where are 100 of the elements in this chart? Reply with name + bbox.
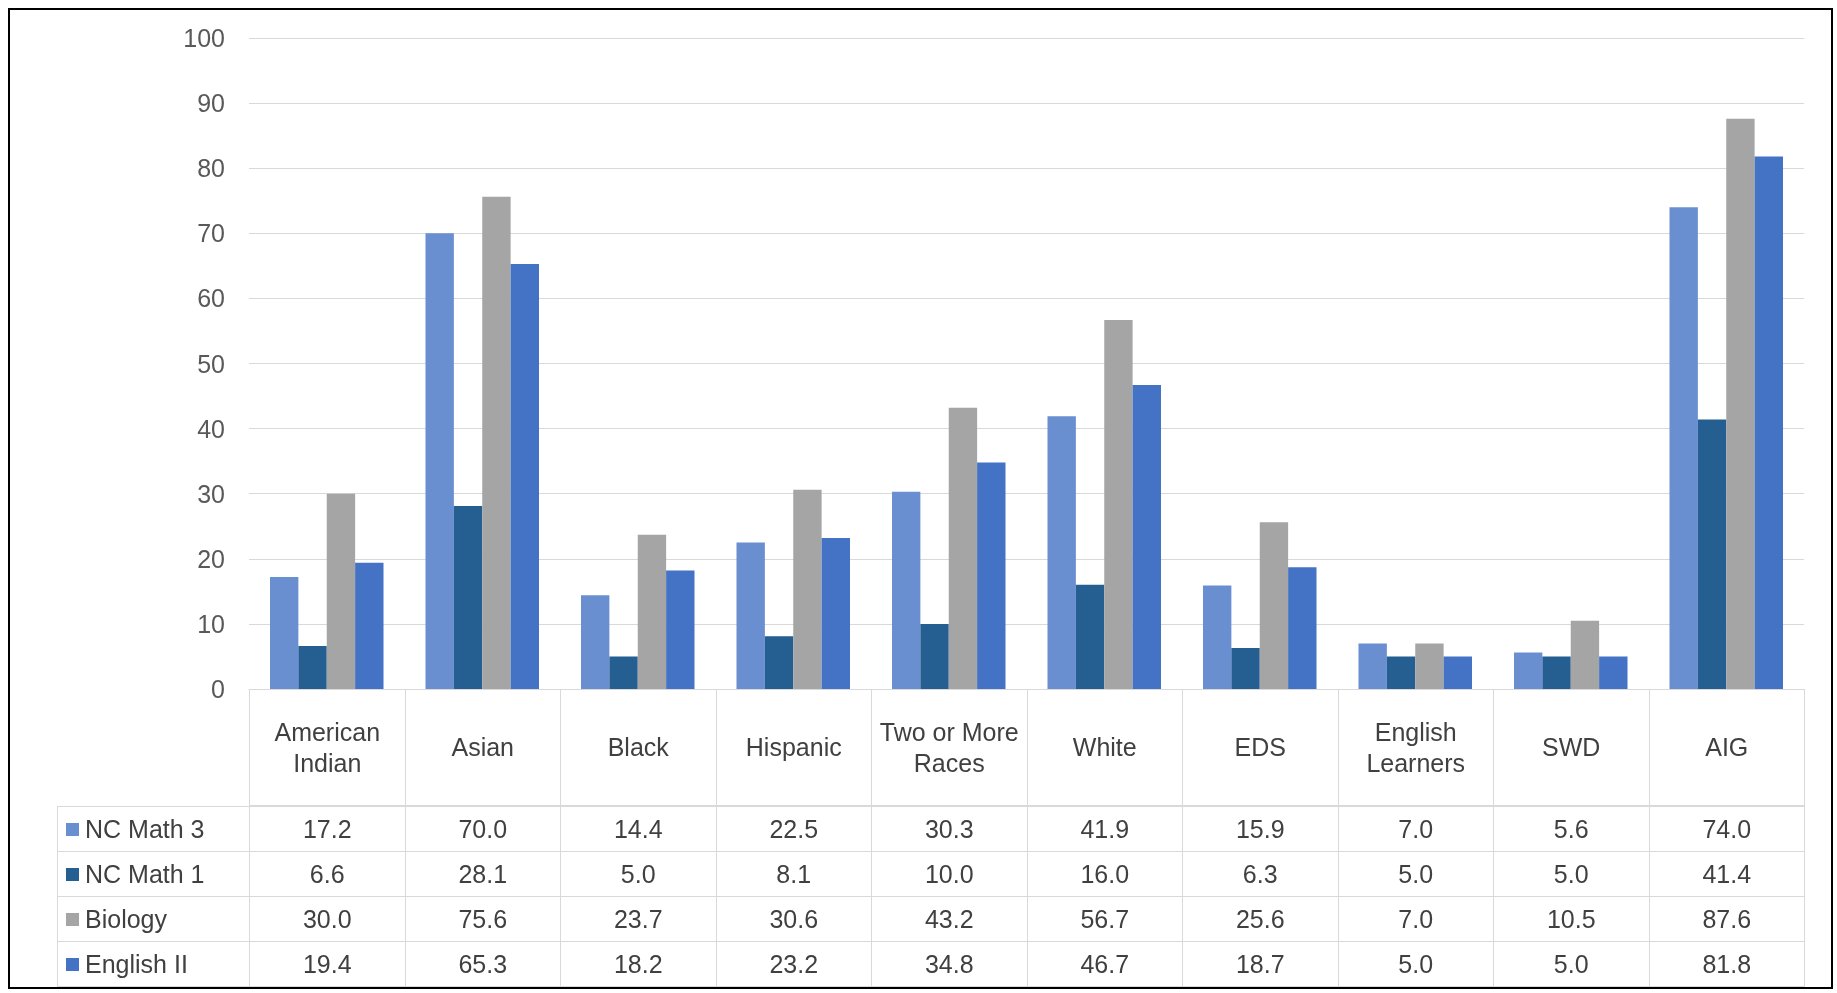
data-label: 41.9 (1026, 806, 1183, 852)
data-label: 25.6 (1182, 896, 1339, 942)
bar (977, 462, 1006, 689)
bar (920, 623, 949, 689)
bar (1697, 419, 1727, 689)
data-label: 6.3 (1182, 851, 1339, 897)
data-label: 6.6 (249, 851, 406, 897)
bar (1570, 620, 1600, 689)
bar (1386, 656, 1416, 689)
bar (637, 534, 667, 689)
bar (1259, 522, 1289, 689)
legend-label: English II (85, 948, 188, 980)
x-tick-label: EDS (1182, 689, 1339, 806)
bar (1047, 416, 1076, 689)
y-tick-label: 40 (197, 414, 225, 443)
bar (1231, 647, 1260, 689)
data-label: 46.7 (1026, 941, 1183, 987)
legend-label: NC Math 1 (85, 858, 205, 890)
data-label: 15.9 (1182, 806, 1339, 852)
data-label: 28.1 (404, 851, 561, 897)
bar (1599, 656, 1628, 689)
data-label: 7.0 (1337, 806, 1494, 852)
data-label: 22.5 (715, 806, 872, 852)
data-label: 17.2 (249, 806, 406, 852)
data-label: 19.4 (249, 941, 406, 987)
x-tick-label: American Indian (249, 689, 406, 806)
data-label: 14.4 (560, 806, 717, 852)
data-label: 5.0 (560, 851, 717, 897)
data-label: 18.2 (560, 941, 717, 987)
data-label: 30.0 (249, 896, 406, 942)
y-tick-label: 20 (197, 544, 225, 573)
y-tick-label: 100 (183, 24, 225, 52)
data-label: 23.2 (715, 941, 872, 987)
data-label: 87.6 (1648, 896, 1805, 942)
bar (1754, 156, 1784, 689)
bar (482, 196, 511, 689)
bar (425, 233, 454, 689)
x-tick-label: Hispanic (715, 689, 872, 806)
bar (1669, 207, 1698, 689)
bar (793, 489, 822, 689)
y-tick-label: 0 (211, 675, 225, 703)
x-tick-label: Black (560, 689, 717, 806)
y-tick-label: 30 (197, 479, 225, 508)
bar (1288, 567, 1317, 689)
data-label: 7.0 (1337, 896, 1494, 942)
data-label: 30.6 (715, 896, 872, 942)
bar (891, 491, 921, 689)
bar (1075, 584, 1105, 689)
bar (510, 263, 540, 689)
data-label: 70.0 (404, 806, 561, 852)
x-tick-label: Two or More Races (871, 689, 1028, 806)
bar (355, 562, 384, 689)
bar (1202, 585, 1232, 689)
x-tick-label: SWD (1493, 689, 1650, 806)
bar (609, 656, 638, 689)
bar (1542, 656, 1571, 689)
data-label: 5.0 (1337, 941, 1494, 987)
data-label: 81.8 (1648, 941, 1805, 987)
bar (1726, 118, 1755, 689)
x-tick-label: White (1026, 689, 1183, 806)
x-tick-label: English Learners (1337, 689, 1494, 806)
bar (1415, 643, 1444, 689)
bar (453, 506, 483, 689)
data-label: 23.7 (560, 896, 717, 942)
data-label: 18.7 (1182, 941, 1339, 987)
data-label: 75.6 (404, 896, 561, 942)
y-tick-label: 50 (197, 349, 225, 378)
x-tick-label: AIG (1648, 689, 1805, 806)
bar (1132, 384, 1162, 689)
data-label: 65.3 (404, 941, 561, 987)
data-label: 5.0 (1337, 851, 1494, 897)
y-tick-label: 10 (197, 609, 225, 638)
bar (666, 570, 695, 689)
bar (326, 493, 356, 689)
legend-label: Biology (85, 903, 167, 935)
data-label: 43.2 (871, 896, 1028, 942)
bar (580, 595, 610, 689)
bar (1358, 643, 1387, 689)
y-tick-label: 80 (197, 154, 225, 183)
data-label: 5.6 (1493, 806, 1650, 852)
bar (821, 537, 851, 689)
y-tick-label: 70 (197, 219, 225, 248)
x-tick-label: Asian (404, 689, 561, 806)
bar (1513, 652, 1543, 689)
bar (948, 407, 978, 689)
bar (764, 636, 794, 689)
data-label: 16.0 (1026, 851, 1183, 897)
data-label: 56.7 (1026, 896, 1183, 942)
bar (1104, 319, 1133, 689)
y-tick-label: 60 (197, 284, 225, 313)
data-label: 10.5 (1493, 896, 1650, 942)
legend-label: NC Math 3 (85, 813, 205, 845)
data-label: 41.4 (1648, 851, 1805, 897)
y-tick-label: 90 (197, 89, 225, 118)
bar (1443, 656, 1473, 689)
data-label: 30.3 (871, 806, 1028, 852)
data-label: 5.0 (1493, 941, 1650, 987)
bar (736, 542, 765, 689)
bar (269, 577, 299, 689)
data-label: 74.0 (1648, 806, 1805, 852)
